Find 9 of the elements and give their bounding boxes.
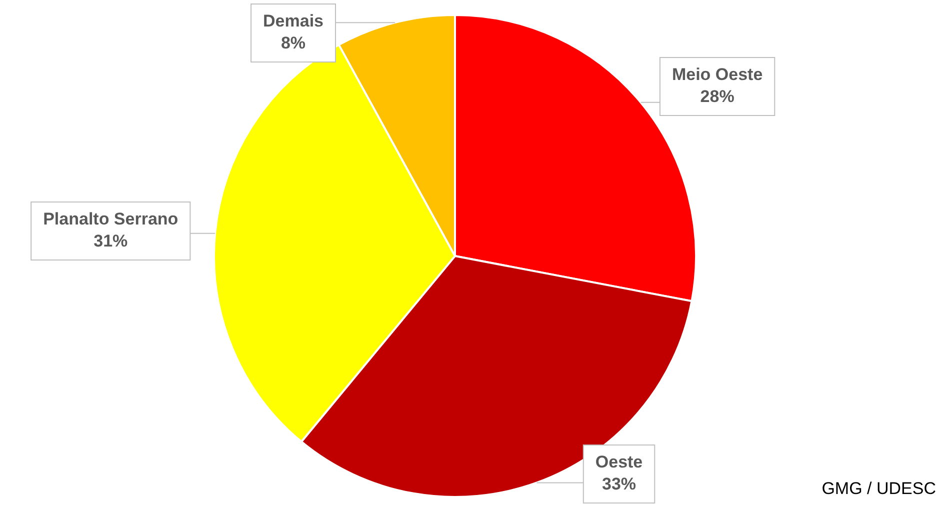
data-label: 31%	[94, 232, 128, 251]
slice-label: Planalto Serrano	[43, 210, 178, 229]
data-label: 28%	[700, 87, 734, 106]
slice-label: Oeste	[595, 452, 643, 472]
text: GMG / UDESC	[822, 479, 936, 499]
slice-label: Demais	[263, 12, 324, 31]
slice-label: Meio Oeste	[672, 65, 763, 84]
data-label: 8%	[280, 34, 306, 53]
data-label: 33%	[602, 474, 636, 494]
